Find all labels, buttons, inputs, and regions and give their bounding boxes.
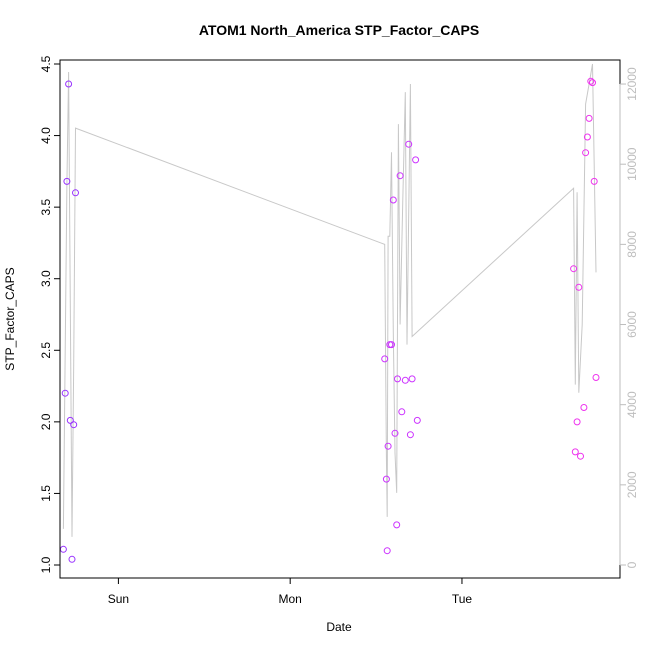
data-point [592, 374, 600, 381]
x-tick-label: Sun [108, 592, 129, 606]
data-point [573, 418, 581, 426]
data-point [63, 177, 71, 185]
y2-tick-label: 2000 [625, 471, 639, 498]
series-line [62, 63, 597, 537]
data-point [68, 555, 76, 563]
data-point [396, 172, 404, 180]
y-axis-label: STP_Factor_CAPS [3, 267, 17, 370]
y-tick-label: 1.0 [39, 556, 53, 573]
data-point [412, 156, 420, 164]
data-point [59, 545, 67, 553]
y-tick-label: 3.0 [39, 270, 53, 287]
data-point [394, 375, 401, 383]
y-tick-label: 3.5 [39, 198, 53, 215]
data-point [384, 442, 392, 450]
data-point [575, 283, 583, 291]
x-tick-label: Tue [452, 592, 473, 606]
y-axis: 1.0 1.5 2.0 2.5 3.0 3.5 4.0 4.5 [39, 55, 61, 573]
data-point [585, 114, 593, 122]
data-point [401, 376, 409, 384]
x-tick-label: Mon [279, 592, 302, 606]
data-point [582, 149, 590, 157]
data-point [583, 133, 591, 141]
data-point [406, 431, 414, 439]
data-point [580, 404, 588, 411]
data-point [66, 416, 74, 424]
y2-tick-label: 4000 [625, 391, 639, 418]
plot-frame [59, 59, 621, 579]
data-point [70, 421, 78, 429]
y-tick-label: 1.5 [39, 485, 53, 502]
data-point [381, 355, 389, 363]
data-point [382, 475, 390, 483]
data-point [571, 448, 579, 456]
chart-title: ATOM1 North_America STP_Factor_CAPS [199, 22, 479, 38]
data-point [577, 452, 584, 460]
y2-tick-label: 6000 [625, 311, 639, 338]
data-point [393, 521, 401, 529]
data-point [391, 429, 399, 437]
data-point [388, 341, 395, 349]
y-tick-label: 4.0 [39, 127, 53, 144]
right-axis-series-line [62, 63, 597, 537]
data-point [590, 177, 598, 185]
scatter-points [59, 77, 600, 563]
right-y-axis: 0 2000 4000 6000 8000 10000 12000 [619, 67, 639, 568]
y2-tick-label: 12000 [625, 67, 639, 101]
data-point [408, 375, 416, 383]
y-tick-label: 2.0 [39, 413, 53, 430]
x-axis: Sun Mon Tue [108, 577, 473, 606]
data-point [589, 79, 596, 87]
y-tick-label: 2.5 [39, 342, 53, 359]
data-point [405, 140, 413, 148]
data-point [398, 408, 406, 416]
data-point [570, 265, 578, 273]
y2-tick-label: 8000 [625, 231, 639, 258]
data-point [389, 196, 397, 204]
y-tick-label: 4.5 [39, 55, 53, 72]
y2-tick-label: 0 [625, 561, 639, 568]
x-axis-label: Date [326, 620, 352, 634]
data-point [413, 416, 421, 424]
data-point [587, 77, 595, 85]
data-point [65, 80, 73, 88]
data-point [72, 189, 79, 197]
data-point [61, 389, 69, 397]
y2-tick-label: 10000 [625, 147, 639, 181]
data-point [383, 547, 391, 555]
